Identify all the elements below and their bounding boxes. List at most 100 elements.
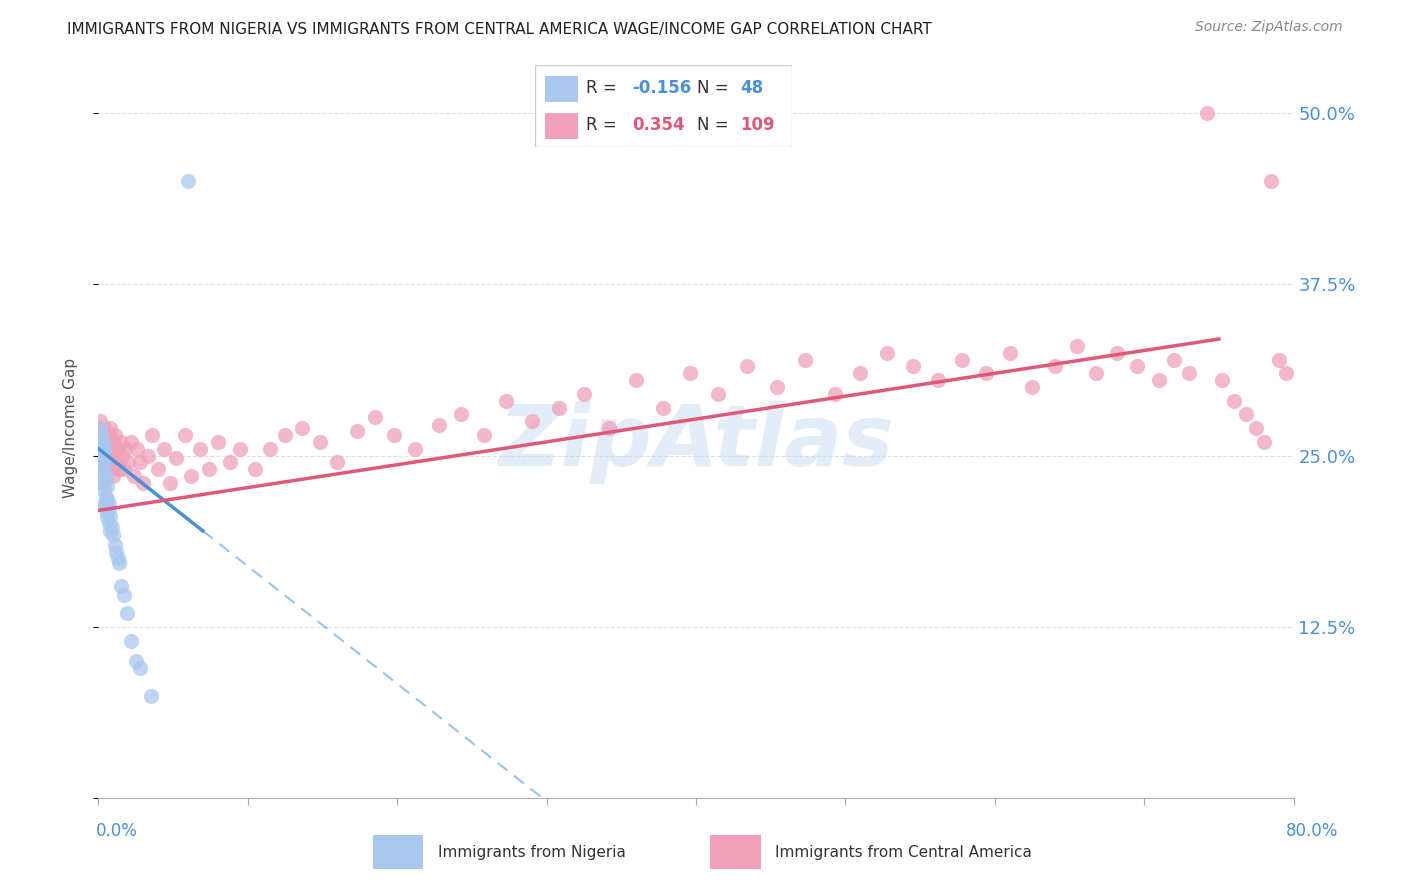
Point	[148, 462, 170, 476]
Point	[165, 451, 187, 466]
Point	[765, 380, 787, 394]
Point	[404, 442, 426, 456]
Point	[110, 579, 132, 593]
Point	[794, 352, 817, 367]
Text: 0.0%: 0.0%	[96, 822, 138, 840]
Point	[229, 442, 252, 456]
Point	[1163, 352, 1185, 367]
Point	[1043, 359, 1066, 374]
Point	[93, 434, 115, 449]
Point	[120, 633, 142, 648]
Point	[90, 421, 112, 435]
Point	[96, 434, 118, 449]
Point	[93, 497, 115, 511]
Point	[849, 367, 872, 381]
Point	[207, 434, 229, 449]
Point	[94, 490, 117, 504]
Point	[125, 654, 148, 668]
Point	[652, 401, 675, 415]
Point	[91, 428, 114, 442]
Point	[520, 414, 543, 428]
Point	[124, 469, 146, 483]
Point	[291, 421, 314, 435]
Point	[98, 421, 122, 435]
Point	[105, 455, 128, 469]
Point	[308, 434, 330, 449]
Point	[927, 373, 949, 387]
Point	[91, 449, 114, 463]
Point	[180, 469, 202, 483]
Point	[107, 442, 129, 456]
Point	[153, 442, 176, 456]
Point	[129, 661, 152, 675]
Point	[103, 469, 125, 483]
Point	[93, 483, 115, 497]
Point	[91, 449, 114, 463]
Point	[91, 469, 114, 483]
Point	[1178, 367, 1201, 381]
Point	[91, 462, 114, 476]
Point	[188, 442, 211, 456]
Point	[91, 475, 114, 490]
Point	[1260, 174, 1282, 188]
Point	[427, 418, 450, 433]
Point	[598, 421, 620, 435]
Point	[132, 475, 155, 490]
Point	[141, 428, 163, 442]
Point	[111, 449, 134, 463]
Point	[1223, 393, 1246, 408]
Point	[364, 410, 387, 425]
Point	[97, 497, 120, 511]
Point	[219, 455, 242, 469]
Point	[1275, 367, 1298, 381]
Point	[114, 442, 136, 456]
Point	[94, 469, 117, 483]
Point	[90, 442, 112, 456]
Point	[901, 359, 924, 374]
Point	[174, 428, 197, 442]
Point	[94, 442, 117, 456]
Point	[159, 475, 181, 490]
Point	[626, 373, 648, 387]
Point	[998, 345, 1021, 359]
Point	[115, 607, 138, 621]
Point	[94, 497, 117, 511]
Point	[105, 544, 128, 558]
Point	[139, 689, 162, 703]
Point	[90, 428, 112, 442]
Point	[94, 469, 117, 483]
Point	[91, 446, 114, 460]
Point	[198, 462, 221, 476]
Point	[1085, 367, 1108, 381]
Point	[89, 442, 111, 456]
Point	[382, 428, 405, 442]
Point	[98, 524, 122, 538]
Text: ZipAtlas: ZipAtlas	[498, 401, 894, 484]
Point	[824, 387, 846, 401]
Point	[103, 434, 125, 449]
Point	[96, 479, 118, 493]
Point	[450, 408, 472, 422]
Point	[1253, 434, 1275, 449]
Point	[495, 393, 517, 408]
Point	[94, 503, 117, 517]
Point	[245, 462, 267, 476]
Point	[91, 442, 114, 456]
Point	[950, 352, 973, 367]
Point	[90, 469, 112, 483]
Point	[90, 459, 112, 474]
Point	[679, 367, 702, 381]
Point	[735, 359, 758, 374]
Point	[93, 455, 115, 469]
Point	[89, 421, 111, 435]
Point	[108, 556, 131, 570]
Text: Source: ZipAtlas.com: Source: ZipAtlas.com	[1195, 20, 1343, 34]
Point	[177, 174, 200, 188]
Point	[89, 465, 111, 479]
Point	[120, 434, 142, 449]
Point	[326, 455, 349, 469]
Point	[96, 449, 118, 463]
Point	[1211, 373, 1233, 387]
Point	[98, 428, 122, 442]
Point	[127, 442, 149, 456]
